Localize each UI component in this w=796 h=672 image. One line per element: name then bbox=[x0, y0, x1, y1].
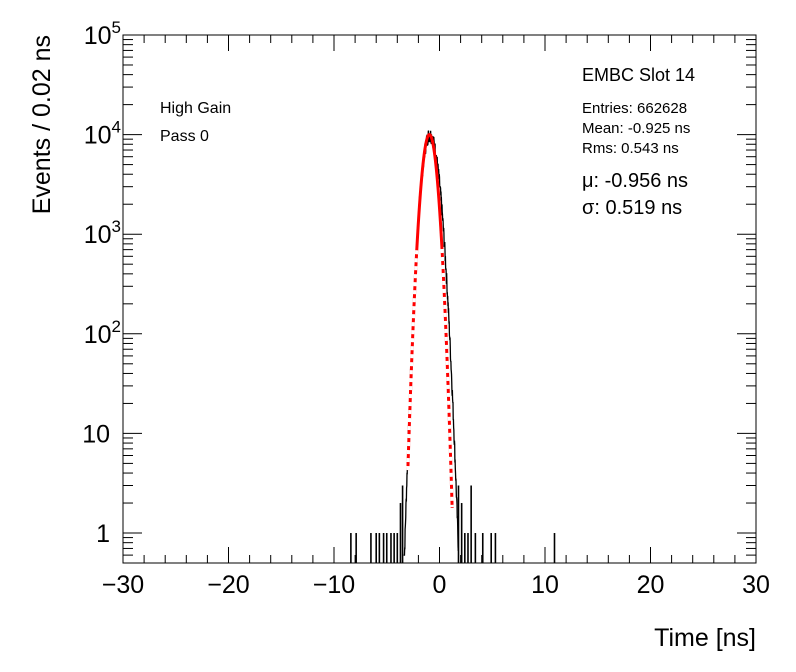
stats-rms: Rms: 0.543 ns bbox=[582, 140, 679, 157]
stats-mean: Mean: -0.925 ns bbox=[582, 120, 690, 137]
y-tick-label: 104 bbox=[84, 118, 121, 150]
x-tick-label: 0 bbox=[433, 571, 447, 599]
stats-entries: Entries: 662628 bbox=[582, 100, 687, 117]
x-tick-label: −10 bbox=[313, 571, 355, 599]
y-tick-label: 105 bbox=[84, 18, 121, 50]
y-axis-label: Events / 0.02 ns bbox=[28, 35, 56, 214]
y-tick-labels: 1 10 102 103 104 105 bbox=[82, 18, 121, 548]
x-tick-label: −30 bbox=[102, 571, 144, 599]
x-tick-label: 30 bbox=[742, 571, 770, 599]
annotation-high-gain: High Gain bbox=[160, 100, 231, 117]
axis-ticks bbox=[122, 34, 757, 563]
x-tick-labels: −30 −20 −10 0 10 20 30 bbox=[102, 571, 770, 599]
x-tick-label: −20 bbox=[207, 571, 249, 599]
y-tick-label: 10 bbox=[82, 420, 110, 448]
y-tick-label: 102 bbox=[84, 317, 121, 349]
fit-curve-dash-gaps bbox=[406, 248, 454, 508]
x-tick-label: 10 bbox=[531, 571, 559, 599]
x-tick-label: 20 bbox=[637, 571, 665, 599]
y-tick-label: 103 bbox=[84, 217, 121, 249]
x-axis-label: Time [ns] bbox=[654, 624, 756, 652]
stats-title: EMBC Slot 14 bbox=[582, 65, 695, 85]
annotation-pass: Pass 0 bbox=[160, 128, 209, 145]
y-tick-label: 1 bbox=[96, 520, 110, 548]
fit-mu: μ: -0.956 ns bbox=[582, 170, 688, 192]
fit-sigma: σ: 0.519 ns bbox=[582, 197, 682, 219]
gaussian-fit-curve bbox=[406, 133, 454, 508]
